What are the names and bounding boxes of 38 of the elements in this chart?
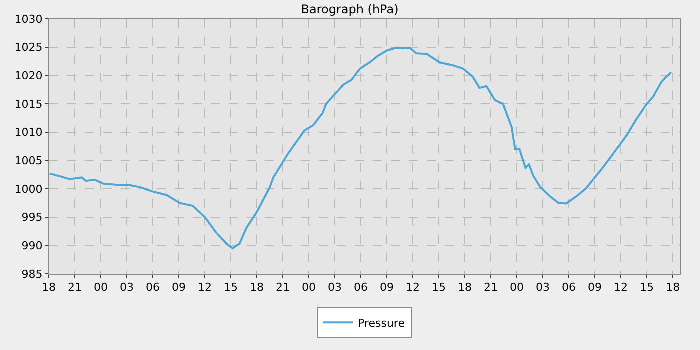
y-tick-label: 1000 [14,182,43,196]
x-tick-label: 15 [640,281,654,294]
y-tick-label: 1010 [14,126,43,140]
x-tick-label: 09 [588,281,602,294]
x-tick-label: 00 [302,281,316,294]
y-tick-label: 985 [22,268,43,281]
y-tick-label: 990 [22,240,43,253]
y-tick-label: 995 [22,211,43,224]
x-tick-label: 03 [536,281,550,294]
x-tick-label: 09 [172,281,186,294]
x-tick-label: 06 [146,281,160,294]
x-tick-label: 06 [562,281,576,294]
y-tick-label: 1025 [14,41,43,54]
x-tick-label: 18 [458,281,472,294]
x-tick-label: 21 [276,281,290,294]
x-tick-label: 00 [94,281,108,294]
x-tick-label: 00 [510,281,524,294]
x-tick-label: 12 [614,281,628,294]
x-tick-label: 03 [120,281,134,294]
x-tick-label: 18 [250,281,264,294]
x-tick-label: 03 [328,281,342,294]
y-tick-label: 1015 [14,98,43,111]
x-tick-label: 21 [68,281,82,294]
x-tick-label: 06 [354,281,368,294]
y-tick-label: 1005 [14,154,43,168]
x-tick-label: 18 [42,281,56,294]
x-tick-label: 21 [484,281,498,294]
legend-label: Pressure [358,316,406,330]
line-series [49,46,672,250]
x-tick-label: 18 [666,281,680,294]
chart-title: Barograph (hPa) [301,2,399,17]
y-tick-label: 1030 [14,12,43,26]
x-tick-label: 15 [432,281,446,294]
x-tick-label: 12 [406,281,420,294]
x-tick-label: 15 [224,281,238,294]
x-tick-label: 09 [380,281,394,294]
y-tick-label: 1020 [14,70,43,83]
x-tick-label: 12 [198,281,212,294]
